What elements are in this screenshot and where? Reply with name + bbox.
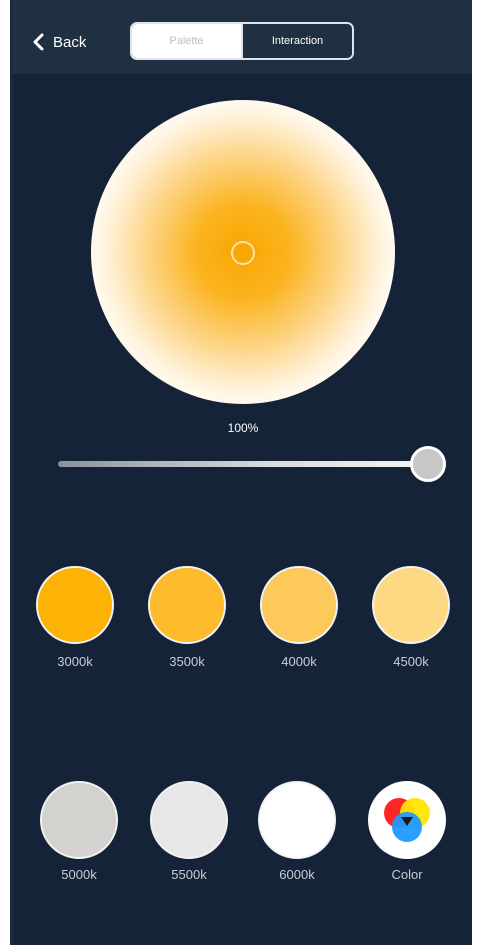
preset-4500k[interactable] <box>372 566 450 644</box>
brightness-slider-track[interactable] <box>58 461 430 467</box>
mode-segmented-control: Palette Interaction <box>130 22 354 60</box>
app-screen: Back Palette Interaction 100% 3000k 3500… <box>13 0 472 945</box>
color-mode-button[interactable]: Color <box>368 781 446 882</box>
rgb-color-wheel-icon <box>369 782 445 858</box>
top-bar: Back Palette Interaction <box>13 0 472 74</box>
left-margin <box>0 0 12 945</box>
chevron-left-icon <box>33 33 44 51</box>
preset-label-5500k: 5500k <box>171 867 207 882</box>
brightness-percent: 100% <box>227 421 259 435</box>
right-margin <box>472 0 478 945</box>
preset-5500k[interactable] <box>150 781 228 859</box>
preset-3000k[interactable] <box>36 566 114 644</box>
preset-label-4000k: 4000k <box>281 654 317 669</box>
preset-6000k[interactable] <box>258 781 336 859</box>
tab-interaction[interactable]: Interaction <box>241 24 352 58</box>
tab-palette[interactable]: Palette <box>132 24 241 58</box>
preset-label-3000k: 3000k <box>57 654 93 669</box>
preset-label-5000k: 5000k <box>61 867 97 882</box>
preset-label-6000k: 6000k <box>279 867 315 882</box>
preset-4000k[interactable] <box>260 566 338 644</box>
preset-3500k[interactable] <box>148 566 226 644</box>
left-divider <box>10 0 13 945</box>
back-button[interactable]: Back <box>31 28 86 56</box>
preset-label-color: Color <box>391 867 423 882</box>
back-label: Back <box>53 33 87 51</box>
brightness-slider-thumb[interactable] <box>410 446 446 482</box>
preset-label-4500k: 4500k <box>393 654 429 669</box>
color-picker-handle[interactable] <box>231 241 255 265</box>
preset-5000k[interactable] <box>40 781 118 859</box>
preset-label-3500k: 3500k <box>169 654 205 669</box>
